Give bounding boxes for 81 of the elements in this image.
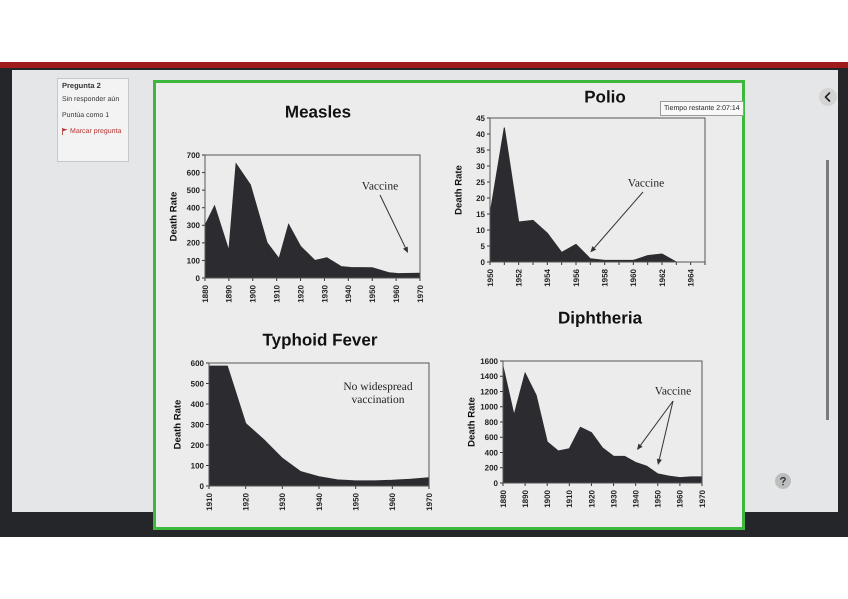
x-tick-label: 1956	[572, 268, 581, 287]
x-tick-label: 1958	[600, 268, 610, 287]
x-tick-label: 1920	[241, 492, 250, 511]
y-tick-label: 45	[476, 114, 486, 123]
chart-title: Diphtheria	[558, 308, 642, 328]
annotation: No widespread vaccination	[342, 381, 414, 407]
x-tick-label: 1880	[200, 284, 210, 303]
x-tick-label: 1962	[658, 268, 667, 287]
x-tick-label: 1910	[565, 489, 574, 508]
y-tick-label: 100	[186, 256, 201, 266]
y-tick-label: 400	[190, 400, 205, 409]
y-tick-label: 0	[494, 478, 499, 488]
x-tick-label: 1930	[278, 492, 288, 511]
x-tick-label: 1950	[351, 492, 360, 511]
y-tick-label: 0	[196, 274, 201, 283]
y-tick-label: 600	[186, 168, 201, 178]
y-tick-label: 40	[476, 130, 486, 139]
y-tick-label: 20	[476, 194, 486, 203]
x-tick-label: 1890	[224, 284, 234, 303]
y-tick-label: 0	[200, 482, 205, 491]
x-tick-label: 1952	[514, 268, 524, 287]
y-tick-label: 1600	[480, 356, 499, 366]
y-tick-label: 1000	[480, 402, 499, 412]
chart-title: Polio	[584, 88, 626, 106]
x-tick-label: 1900	[543, 489, 552, 508]
x-tick-label: 1960	[676, 489, 685, 508]
x-tick-label: 1900	[248, 284, 258, 303]
y-tick-label: 0	[480, 258, 486, 267]
x-tick-label: 1970	[416, 284, 425, 303]
y-tick-label: 100	[190, 461, 205, 470]
y-tick-label: 800	[484, 418, 499, 427]
x-tick-label: 1940	[344, 284, 354, 303]
y-tick-label: 200	[186, 238, 201, 248]
y-tick-label: 500	[190, 379, 205, 388]
y-tick-label: 600	[484, 433, 499, 442]
y-tick-label: 30	[476, 162, 486, 171]
y-axis-title: Death Rate	[466, 397, 478, 447]
chart-title: Typhoid Fever	[262, 330, 378, 350]
x-tick-label: 1920	[296, 284, 306, 303]
x-tick-label: 1890	[520, 489, 530, 508]
y-tick-label: 400	[186, 204, 201, 213]
x-tick-label: 1954	[543, 268, 552, 287]
annotation: Vaccine	[628, 178, 664, 190]
x-tick-label: 1950	[486, 268, 495, 287]
x-tick-label: 1880	[498, 489, 508, 508]
y-axis-title: Death Rate	[172, 400, 184, 450]
x-tick-label: 1950	[654, 489, 663, 508]
y-tick-label: 500	[186, 186, 201, 195]
y-tick-label: 600	[190, 358, 205, 368]
y-tick-label: 1400	[480, 372, 499, 382]
x-tick-label: 1940	[314, 492, 324, 511]
x-tick-label: 1930	[609, 489, 618, 508]
y-tick-label: 200	[484, 464, 499, 473]
x-tick-label: 1964	[686, 268, 696, 287]
x-tick-label: 1950	[368, 284, 378, 303]
x-tick-label: 1910	[272, 284, 282, 303]
y-axis-title: Death Rate	[454, 165, 464, 215]
annotation: Vaccine	[362, 180, 398, 194]
y-tick-label: 10	[476, 226, 486, 235]
y-axis-title: Death Rate	[168, 192, 180, 242]
x-tick-label: 1970	[424, 492, 434, 511]
x-tick-label: 1940	[631, 489, 640, 508]
x-tick-label: 1970	[698, 489, 707, 508]
chart-title: Measles	[284, 102, 352, 122]
x-tick-label: 1960	[388, 492, 398, 511]
x-tick-label: 1930	[320, 284, 330, 303]
y-tick-label: 5	[480, 242, 486, 251]
y-tick-label: 300	[190, 420, 205, 430]
x-tick-label: 1920	[587, 489, 596, 508]
y-tick-label: 200	[190, 440, 205, 450]
y-tick-label: 25	[476, 178, 486, 187]
x-tick-label: 1960	[392, 284, 401, 303]
y-tick-label: 400	[484, 448, 499, 458]
y-tick-label: 35	[476, 146, 486, 155]
x-tick-label: 1910	[204, 492, 214, 511]
y-tick-label: 15	[476, 210, 486, 219]
y-tick-label: 1200	[480, 387, 499, 396]
y-tick-label: 700	[186, 150, 201, 160]
annotation: Vaccine	[654, 386, 692, 398]
y-tick-label: 300	[186, 221, 201, 230]
x-tick-label: 1960	[629, 268, 638, 287]
